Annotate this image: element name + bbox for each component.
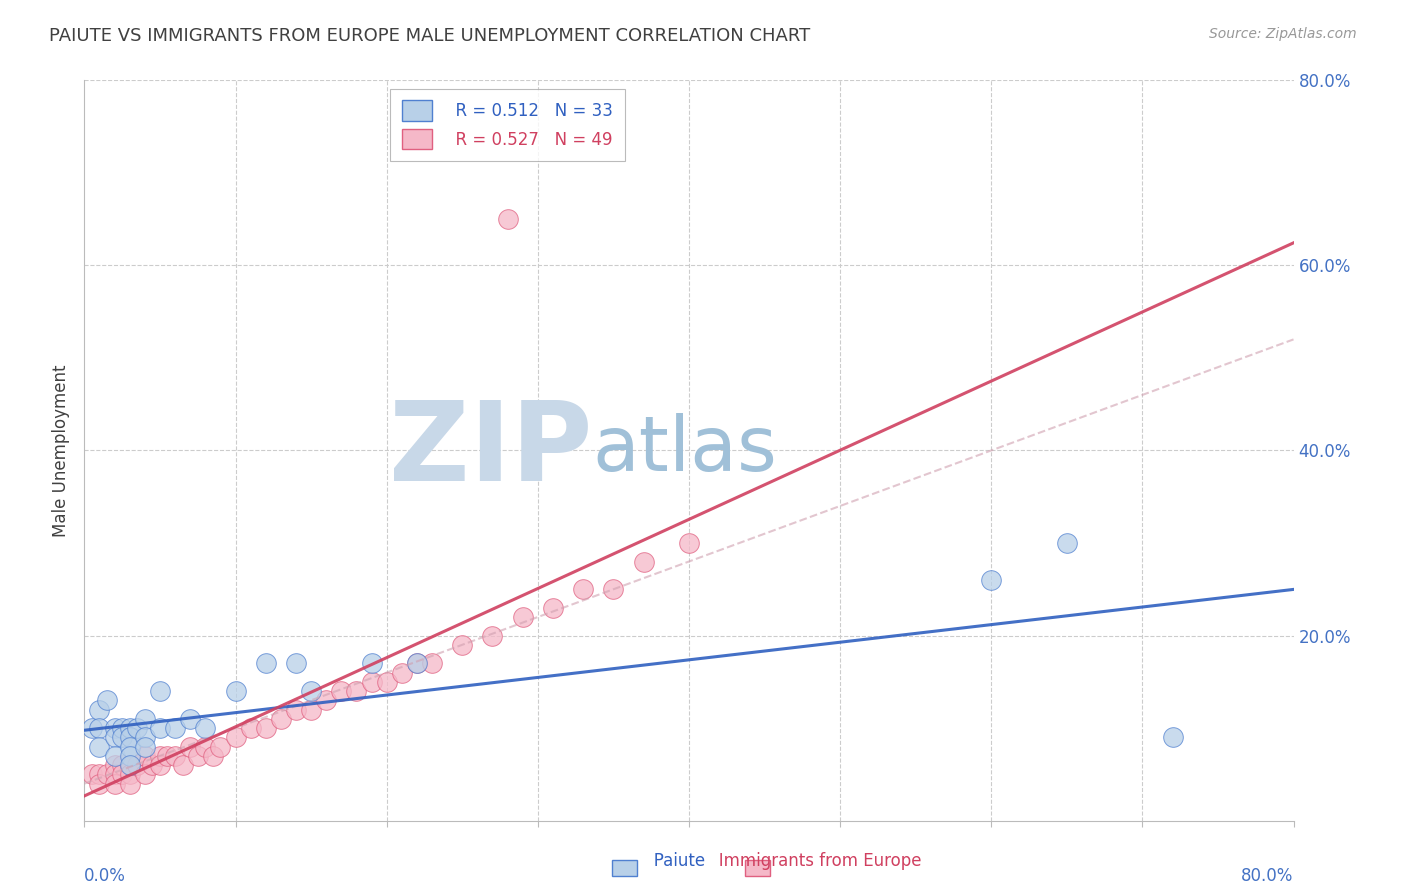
Point: [89, 767, 111, 781]
Point: [678, 536, 700, 550]
Point: [201, 748, 224, 763]
Point: [104, 776, 127, 791]
Point: [141, 758, 163, 772]
Point: [127, 721, 149, 735]
Legend:   R = 0.512   N = 33,   R = 0.527   N = 49: R = 0.512 N = 33, R = 0.527 N = 49: [391, 88, 624, 161]
Point: [111, 767, 134, 781]
Point: [315, 693, 337, 707]
Point: [602, 582, 624, 597]
Point: [111, 758, 134, 772]
Text: Source: ZipAtlas.com: Source: ZipAtlas.com: [1209, 27, 1357, 41]
Point: [225, 684, 247, 698]
Point: [111, 731, 134, 745]
Point: [104, 731, 127, 745]
Point: [111, 721, 134, 735]
Point: [194, 721, 217, 735]
Point: [80, 767, 103, 781]
Point: [572, 582, 595, 597]
Point: [156, 748, 179, 763]
Point: [134, 739, 156, 754]
Point: [254, 657, 277, 671]
Point: [1056, 536, 1078, 550]
Point: [96, 767, 118, 781]
Text: Immigrants from Europe: Immigrants from Europe: [682, 852, 921, 870]
Text: 80.0%: 80.0%: [1241, 867, 1294, 885]
Point: [270, 712, 292, 726]
Point: [89, 703, 111, 717]
Point: [172, 758, 194, 772]
Text: ZIP: ZIP: [389, 397, 592, 504]
Point: [451, 638, 474, 652]
Point: [225, 731, 247, 745]
Point: [118, 776, 141, 791]
Point: [187, 748, 209, 763]
Point: [134, 767, 156, 781]
Point: [118, 758, 141, 772]
Point: [209, 739, 232, 754]
Point: [149, 758, 172, 772]
Text: atlas: atlas: [592, 414, 778, 487]
Point: [149, 684, 172, 698]
Point: [104, 767, 127, 781]
Point: [406, 657, 429, 671]
Point: [104, 721, 127, 735]
Point: [104, 758, 127, 772]
Point: [391, 665, 413, 680]
Point: [179, 712, 201, 726]
Point: [375, 674, 398, 689]
Point: [179, 739, 201, 754]
Text: Paiute: Paiute: [617, 852, 704, 870]
Point: [239, 721, 262, 735]
Point: [420, 657, 443, 671]
Point: [633, 554, 655, 569]
Text: PAIUTE VS IMMIGRANTS FROM EUROPE MALE UNEMPLOYMENT CORRELATION CHART: PAIUTE VS IMMIGRANTS FROM EUROPE MALE UN…: [49, 27, 810, 45]
Point: [165, 748, 187, 763]
Point: [134, 748, 156, 763]
Point: [118, 739, 141, 754]
Point: [127, 758, 149, 772]
Point: [285, 703, 308, 717]
Point: [512, 610, 534, 624]
Point: [149, 748, 172, 763]
Point: [134, 731, 156, 745]
Point: [194, 739, 217, 754]
Point: [165, 721, 187, 735]
Point: [104, 748, 127, 763]
Point: [1161, 731, 1184, 745]
Point: [330, 684, 353, 698]
Point: [299, 703, 322, 717]
Point: [134, 712, 156, 726]
Point: [89, 721, 111, 735]
Point: [360, 657, 382, 671]
Point: [481, 628, 503, 642]
Point: [285, 657, 308, 671]
Point: [980, 573, 1002, 587]
Point: [299, 684, 322, 698]
Point: [118, 758, 141, 772]
Point: [89, 776, 111, 791]
Point: [118, 767, 141, 781]
Point: [89, 739, 111, 754]
Point: [346, 684, 368, 698]
Point: [118, 748, 141, 763]
Y-axis label: Male Unemployment: Male Unemployment: [52, 364, 70, 537]
Text: 0.0%: 0.0%: [84, 867, 127, 885]
Point: [496, 212, 519, 227]
Point: [406, 657, 429, 671]
Point: [149, 721, 172, 735]
Point: [360, 674, 382, 689]
Point: [254, 721, 277, 735]
Point: [118, 721, 141, 735]
Point: [96, 693, 118, 707]
Point: [541, 600, 564, 615]
Point: [80, 721, 103, 735]
Point: [118, 731, 141, 745]
